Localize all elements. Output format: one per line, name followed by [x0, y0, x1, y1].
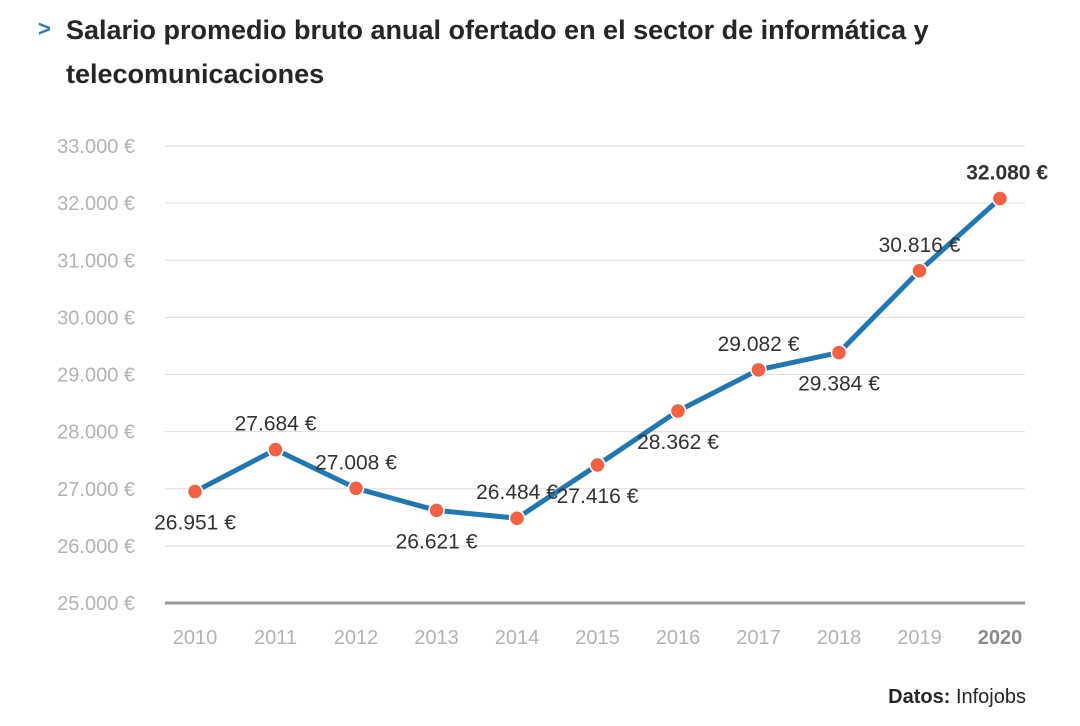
x-tick-label: 2011 — [254, 627, 297, 649]
data-label: 26.621 € — [396, 530, 478, 553]
source-value: Infojobs — [955, 686, 1026, 708]
x-tick-label: 2016 — [656, 627, 701, 649]
x-tick-label: 2017 — [736, 627, 781, 649]
data-label: 27.008 € — [315, 451, 397, 474]
data-label: 29.082 € — [718, 333, 800, 356]
y-tick-label: 26.000 € — [57, 536, 135, 558]
y-tick-label: 32.000 € — [57, 193, 135, 215]
data-source: Datos: Infojobs — [888, 686, 1026, 709]
x-tick-label: 2012 — [334, 627, 379, 649]
x-tick-label: 2014 — [495, 627, 540, 649]
data-point — [830, 344, 848, 361]
y-tick-label: 30.000 € — [57, 307, 135, 329]
data-point — [589, 456, 606, 474]
data-point — [991, 190, 1009, 207]
data-label: 29.384 € — [798, 373, 880, 396]
y-tick-label: 28.000 € — [57, 422, 135, 444]
data-point — [750, 361, 767, 379]
y-tick-label: 31.000 € — [57, 250, 135, 272]
data-point — [508, 509, 526, 527]
x-tick-label: 2015 — [575, 627, 620, 649]
x-tick-label: 2013 — [414, 627, 459, 649]
x-tick-label: 2010 — [173, 627, 218, 649]
data-point — [669, 402, 687, 420]
x-tick-label: 2020 — [978, 627, 1023, 649]
source-label: Datos: — [888, 686, 951, 708]
y-tick-label: 25.000 € — [57, 593, 135, 615]
data-point — [911, 262, 928, 280]
y-tick-label: 29.000 € — [57, 365, 135, 387]
data-label: 26.484 € — [476, 481, 558, 504]
data-label: 30.816 € — [879, 234, 961, 257]
y-tick-label: 33.000 € — [57, 136, 135, 158]
x-tick-label: 2018 — [817, 627, 862, 649]
data-point — [267, 441, 284, 458]
data-point — [428, 502, 445, 519]
data-label: 27.684 € — [235, 413, 317, 436]
data-label: 28.362 € — [637, 431, 719, 454]
data-point — [186, 483, 204, 500]
y-tick-label: 27.000 € — [57, 479, 135, 501]
chevron-right-icon: > — [38, 16, 51, 41]
x-tick-label: 2019 — [897, 627, 942, 649]
data-label: 32.080 € — [966, 162, 1048, 185]
chart-title: Salario promedio bruto anual ofertado en… — [66, 15, 929, 89]
data-point — [347, 480, 365, 497]
data-label: 26.951 € — [154, 512, 236, 535]
data-label: 27.416 € — [557, 485, 639, 508]
